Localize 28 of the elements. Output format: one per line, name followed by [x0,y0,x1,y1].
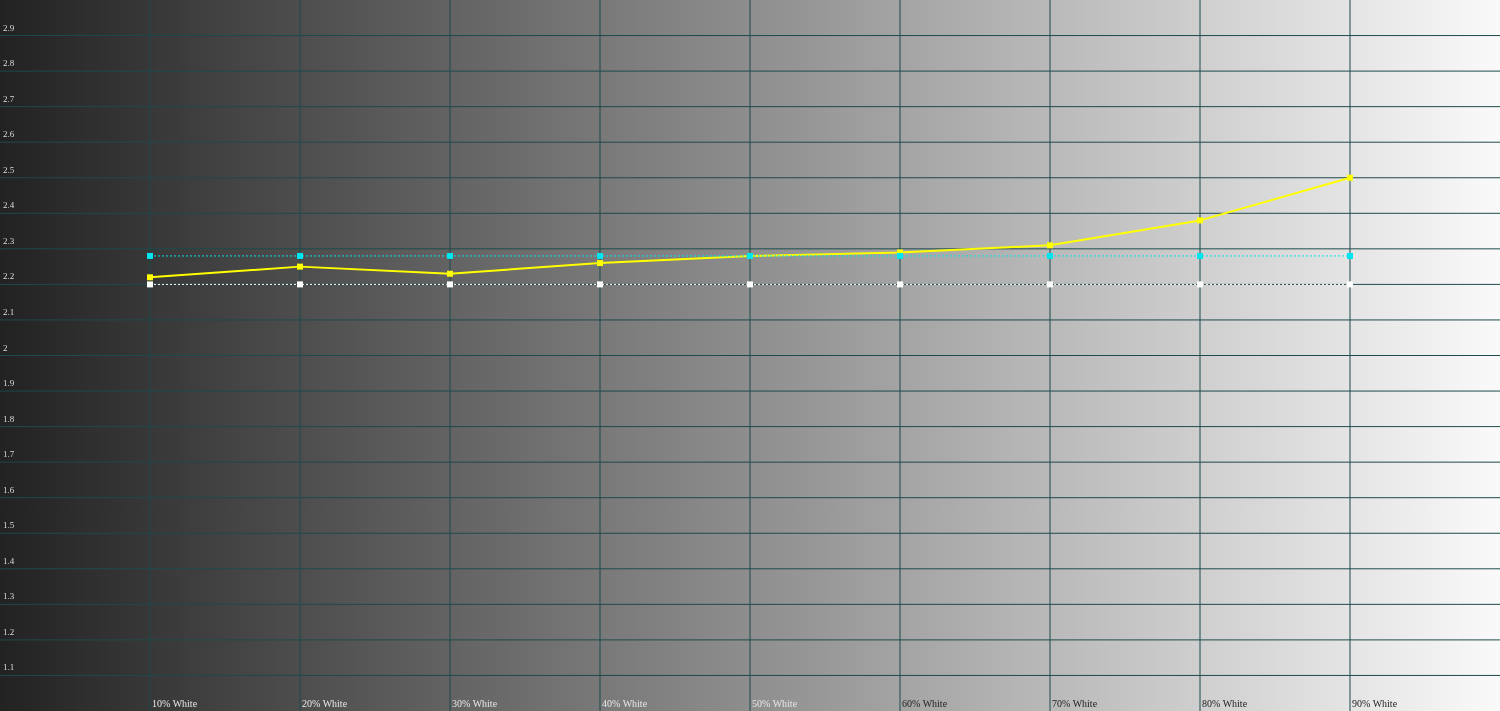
y-tick-label: 2.8 [3,58,15,69]
x-tick-label: 90% White [1352,698,1398,709]
x-tick-label: 70% White [1052,698,1098,709]
y-tick-label: 1.2 [3,626,15,637]
y-tick-label: 1.6 [3,484,15,495]
y-tick-label: 2.1 [3,306,15,317]
x-tick-label: 10% White [152,698,198,709]
y-tick-label: 1.4 [3,555,15,566]
y-tick-label: 1.3 [3,591,15,602]
x-tick-label: 30% White [452,698,498,709]
x-tick-label: 50% White [752,698,798,709]
y-tick-label: 2.2 [3,271,15,282]
y-tick-label: 2 [3,342,8,353]
x-tick-label: 20% White [302,698,348,709]
y-tick-label: 1.7 [3,449,15,460]
x-tick-label: 60% White [902,698,948,709]
y-tick-label: 2.9 [3,22,15,33]
y-tick-label: 1.9 [3,378,15,389]
y-tick-label: 1.5 [3,520,15,531]
y-tick-label: 1.1 [3,662,15,673]
x-tick-label: 80% White [1202,698,1248,709]
y-tick-label: 2.4 [3,200,15,211]
y-tick-label: 1.8 [3,413,15,424]
y-tick-label: 2.6 [3,129,15,140]
y-tick-label: 2.3 [3,235,15,246]
x-tick-label: 40% White [602,698,648,709]
y-tick-label: 2.5 [3,164,15,175]
y-tick-label: 2.7 [3,93,15,104]
